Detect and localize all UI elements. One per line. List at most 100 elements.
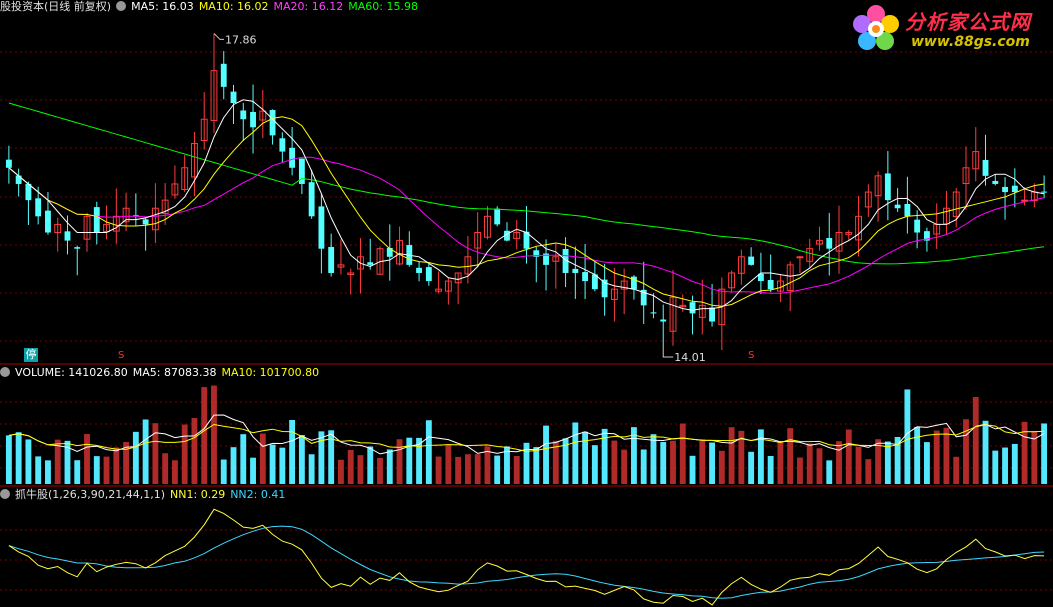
candle-body: [454, 272, 462, 284]
candle-body: [855, 215, 862, 241]
candle-body: [631, 276, 637, 290]
volume-bar: [250, 457, 256, 484]
volume-bar: [240, 434, 247, 484]
volume-bar: [230, 447, 237, 484]
candle-body: [601, 279, 608, 298]
candle-body: [464, 256, 472, 275]
volume-bar: [1031, 430, 1038, 484]
candle-body: [93, 207, 100, 233]
candle-body: [640, 289, 647, 306]
candle-body: [982, 159, 989, 176]
volume-bar: [74, 460, 81, 484]
candle-body: [914, 219, 921, 233]
volume-bar: [611, 440, 618, 484]
candle-body: [250, 111, 256, 128]
volume-bar: [416, 437, 422, 484]
volume-bar: [494, 455, 501, 484]
candle-body: [523, 231, 530, 249]
candle-body: [416, 267, 422, 273]
candle-body: [923, 231, 930, 241]
volume-bar: [797, 457, 803, 484]
candle-body: [1021, 199, 1029, 202]
volume-bar: [386, 449, 393, 484]
indicator-name: 抓牛股(1,26,3,90,21,44,1,1): [15, 488, 166, 501]
candle-body: [308, 182, 315, 217]
volume-bar: [728, 427, 735, 484]
candle-body: [748, 256, 755, 265]
site-logo: 分析家公式网 www.88gs.com: [849, 2, 1049, 58]
candle-body: [259, 110, 267, 121]
nn1-readout: NN1: 0.29: [170, 488, 226, 501]
candle-body: [181, 167, 189, 191]
candle-body: [728, 272, 736, 289]
volume-bar: [84, 434, 90, 484]
candle-body: [796, 256, 804, 259]
candle-body: [620, 280, 628, 290]
candle-body: [562, 248, 569, 273]
volume-bar: [474, 454, 481, 484]
volume-bar: [923, 442, 930, 484]
candle-body: [894, 204, 901, 209]
nn2-line: [8, 525, 1045, 599]
volume-bar: [279, 447, 286, 484]
candle-body: [240, 110, 247, 120]
logo-url: www.88gs.com: [911, 34, 1030, 50]
volume-circle-icon[interactable]: [0, 367, 10, 377]
candle-body: [15, 175, 22, 184]
indicator-circle-icon[interactable]: [0, 489, 10, 499]
candle-body: [757, 273, 764, 282]
candle-body: [45, 210, 51, 233]
candle-body: [689, 302, 696, 314]
settings-circle-icon[interactable]: [116, 1, 127, 11]
volume-bar: [777, 441, 784, 484]
candle-body: [874, 175, 882, 197]
candle-body: [1011, 185, 1018, 193]
volume-bar: [338, 459, 344, 484]
volume-bar: [181, 424, 188, 484]
volume-bar: [943, 427, 950, 484]
volume-bar: [93, 456, 100, 484]
candle-body: [112, 215, 120, 232]
volume-ma10-line: [8, 423, 1045, 452]
high-pointer: [213, 33, 224, 40]
ma10-readout: MA10: 16.02: [198, 0, 269, 13]
candle-body: [1002, 186, 1008, 193]
candle-body: [679, 304, 687, 308]
ma60-readout: MA60: 15.98: [348, 0, 418, 13]
candle-body: [1041, 191, 1048, 193]
candle-body: [513, 232, 521, 240]
volume-bar: [357, 455, 364, 484]
candle-body: [269, 110, 276, 136]
candle-body: [35, 198, 42, 217]
candle-body: [494, 208, 501, 225]
volume-bar: [572, 422, 579, 484]
suspension-marker: 停: [24, 348, 38, 362]
volume-bar: [1021, 421, 1028, 484]
candle-body: [367, 262, 374, 265]
volume-bar: [211, 385, 217, 484]
candle-body: [161, 199, 169, 215]
volume-bar: [718, 450, 725, 484]
high-label: 17.86: [225, 33, 256, 46]
candle-body: [230, 91, 237, 104]
volume-bar: [992, 450, 999, 484]
volume-bar: [933, 430, 940, 484]
volume-bar: [767, 455, 774, 484]
volume-bar: [914, 426, 921, 484]
volume-bar: [484, 446, 491, 484]
volume-bar: [689, 455, 696, 484]
volume-bar: [406, 437, 413, 484]
volume-bar: [631, 427, 637, 484]
candle-body: [718, 288, 726, 326]
candle-body: [191, 142, 198, 178]
candle-body: [83, 215, 91, 240]
volume-bar: [875, 439, 882, 484]
volume-bar: [435, 456, 442, 484]
volume-bar: [201, 387, 208, 484]
volume-bar: [328, 430, 335, 484]
volume-bar: [679, 423, 686, 484]
candle-body: [386, 247, 393, 257]
candle-body: [610, 288, 618, 300]
volume-bar: [269, 444, 276, 484]
